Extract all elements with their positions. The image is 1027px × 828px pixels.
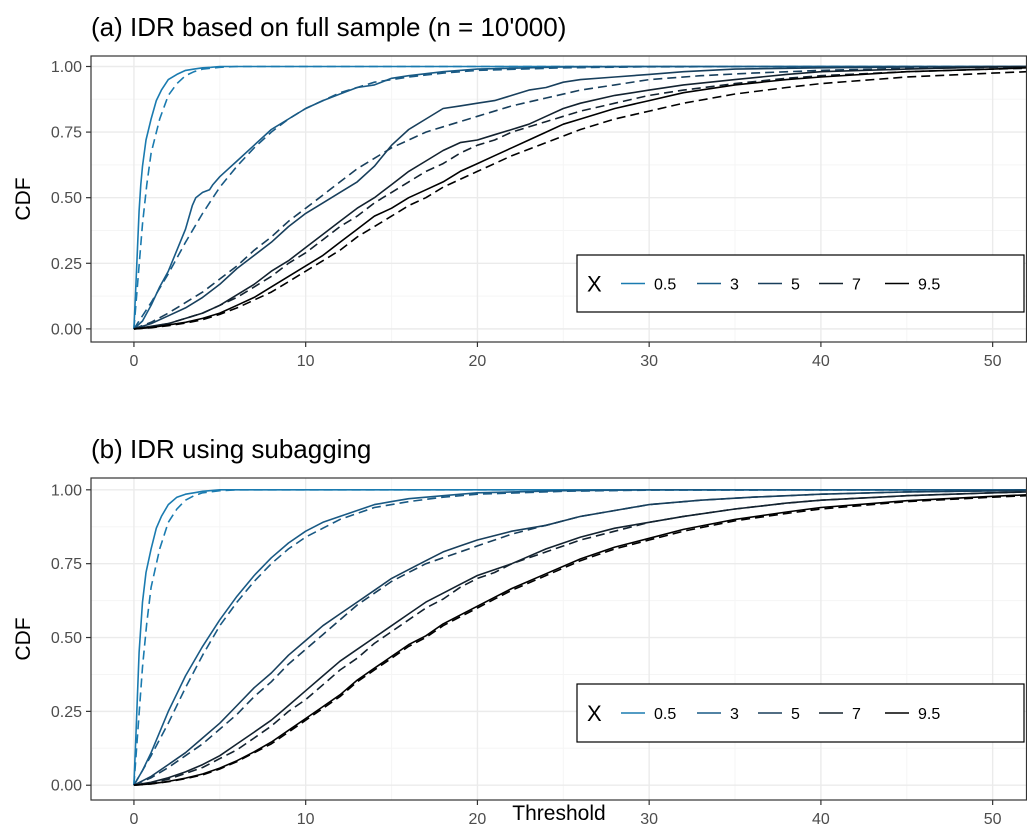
series-line-5-dashed xyxy=(133,489,1027,786)
legend-box xyxy=(576,254,1025,313)
legend-label: 0.5 xyxy=(654,277,676,294)
series-line-7-dashed xyxy=(133,67,1027,330)
y-tick-label: 0.00 xyxy=(51,321,82,338)
x-tick-label: 10 xyxy=(297,353,315,370)
series-line-3-dashed xyxy=(133,65,1027,330)
series-line-5-dashed xyxy=(133,66,1027,330)
legend: X 0.5 3 5 7 9.5 xyxy=(576,254,1025,313)
legend-label: 0.5 xyxy=(654,706,676,723)
y-tick-label: 0.00 xyxy=(51,778,82,795)
x-tick-label: 40 xyxy=(812,353,830,370)
legend-label: 3 xyxy=(730,277,739,294)
legend-title: X xyxy=(587,272,602,297)
x-tick-label: 40 xyxy=(812,811,830,828)
series-line-0_5-solid xyxy=(133,65,1027,329)
y-tick-label: 1.00 xyxy=(51,482,82,499)
legend-label: 7 xyxy=(852,277,861,294)
x-tick-label: 20 xyxy=(469,811,487,828)
x-axis-label: Threshold xyxy=(512,802,605,825)
series-group xyxy=(133,65,1027,330)
legend-title: X xyxy=(587,701,602,726)
series-line-3-solid xyxy=(133,489,1027,786)
grid xyxy=(91,478,1027,800)
y-axis-label: CDF xyxy=(12,617,35,660)
y-tick-label: 0.25 xyxy=(51,704,82,721)
series-line-0_5-dashed xyxy=(133,489,1027,786)
series-line-9_5-solid xyxy=(133,494,1027,786)
y-tick-label: 1.00 xyxy=(51,59,82,76)
series-line-0_5-solid xyxy=(133,489,1027,786)
series-line-7-solid xyxy=(133,65,1027,330)
x-tick-label: 0 xyxy=(129,811,138,828)
series-line-5-solid xyxy=(133,489,1027,786)
y-tick-label: 0.25 xyxy=(51,256,82,273)
x-tick-label: 20 xyxy=(469,353,487,370)
legend-label: 3 xyxy=(730,706,739,723)
y-tick-label: 0.75 xyxy=(51,556,82,573)
series-group xyxy=(133,489,1027,786)
x-tick-label: 50 xyxy=(984,353,1002,370)
panel-title: (b) IDR using subagging xyxy=(91,434,371,464)
y-axis-label: CDF xyxy=(12,177,35,220)
legend-label: 7 xyxy=(852,706,861,723)
legend-label: 9.5 xyxy=(918,277,940,294)
series-line-9_5-solid xyxy=(133,67,1027,330)
series-line-5-solid xyxy=(133,65,1027,330)
legend-label: 9.5 xyxy=(918,706,940,723)
legend-label: 5 xyxy=(791,277,800,294)
legend-box xyxy=(576,683,1025,743)
series-line-0_5-dashed xyxy=(133,65,1027,329)
series-line-9_5-dashed xyxy=(133,494,1027,786)
series-line-3-solid xyxy=(133,65,1027,330)
x-tick-label: 0 xyxy=(129,353,138,370)
legend: X 0.5 3 5 7 9.5 xyxy=(576,683,1025,743)
series-line-9_5-dashed xyxy=(133,70,1027,330)
x-tick-label: 50 xyxy=(984,811,1002,828)
panel-title: (a) IDR based on full sample (n = 10'000… xyxy=(91,12,566,42)
chart-panel-b: 0.00 0.25 0.50 0.75 1.00 0 10 20 30 40 50 (b) IDR u… xyxy=(12,434,1027,828)
x-tick-label: 30 xyxy=(640,353,658,370)
y-tick-label: 0.50 xyxy=(51,190,82,207)
legend-label: 5 xyxy=(791,706,800,723)
y-tick-label: 0.50 xyxy=(51,630,82,647)
y-tick-label: 0.75 xyxy=(51,125,82,142)
x-tick-label: 30 xyxy=(640,811,658,828)
x-tick-label: 10 xyxy=(297,811,315,828)
series-line-7-dashed xyxy=(133,491,1027,786)
chart-panel-a: 0.00 0.25 0.50 0.75 1.00 0 10 20 30 40 50 (a) IDR b… xyxy=(12,12,1027,370)
